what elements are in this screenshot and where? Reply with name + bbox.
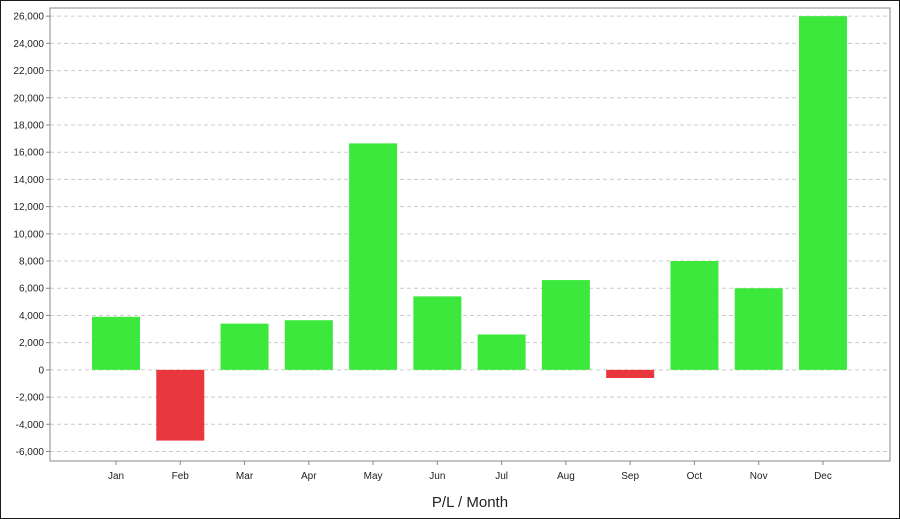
y-tick-label: 14,000 bbox=[13, 175, 44, 186]
x-tick-label: Feb bbox=[172, 471, 190, 482]
y-tick-label: 20,000 bbox=[13, 93, 44, 104]
y-axis-ticks: -6,000 -4,000 -2,000 0 2,000 4,000 6,000 8,000 1… bbox=[13, 12, 50, 458]
y-tick-label: 26,000 bbox=[13, 12, 44, 23]
y-tick-label: -6,000 bbox=[16, 447, 45, 458]
x-tick-label: Dec bbox=[814, 471, 832, 482]
x-tick-label: Jun bbox=[429, 471, 445, 482]
x-tick-label: Sep bbox=[621, 471, 639, 482]
bar-aug bbox=[541, 280, 590, 370]
bars bbox=[92, 16, 847, 441]
x-tick-label: Nov bbox=[750, 471, 768, 482]
y-tick-label: -4,000 bbox=[16, 420, 45, 431]
bar-feb bbox=[156, 369, 205, 441]
x-axis-label: P/L / Month bbox=[432, 494, 508, 511]
bar-dec bbox=[798, 16, 847, 370]
y-tick-label: 18,000 bbox=[13, 120, 44, 131]
y-tick-label: 10,000 bbox=[13, 229, 44, 240]
bar-jan bbox=[92, 316, 140, 370]
bar-apr bbox=[284, 320, 333, 370]
x-tick-label: Oct bbox=[687, 471, 703, 482]
bar-sep bbox=[606, 369, 655, 379]
bar-may bbox=[349, 143, 398, 370]
y-tick-label: -2,000 bbox=[16, 393, 45, 404]
y-tick-label: 16,000 bbox=[13, 148, 44, 159]
x-axis-ticks: Jan Feb Mar Apr May Jun Jul Aug Sep Oct Nov Dec bbox=[108, 461, 832, 482]
bar-jun bbox=[413, 296, 462, 370]
x-tick-label: May bbox=[364, 471, 383, 482]
x-tick-label: Jul bbox=[495, 471, 508, 482]
bar-nov bbox=[734, 288, 783, 370]
y-tick-label: 0 bbox=[38, 365, 44, 376]
y-tick-label: 24,000 bbox=[13, 39, 44, 50]
x-tick-label: Aug bbox=[557, 471, 575, 482]
y-tick-label: 8,000 bbox=[19, 257, 44, 268]
x-tick-label: Jan bbox=[108, 471, 124, 482]
y-tick-label: 6,000 bbox=[19, 284, 44, 295]
x-tick-label: Apr bbox=[301, 471, 317, 482]
y-tick-label: 22,000 bbox=[13, 66, 44, 77]
y-tick-label: 4,000 bbox=[19, 311, 44, 322]
x-tick-label: Mar bbox=[236, 471, 254, 482]
y-tick-label: 2,000 bbox=[19, 338, 44, 349]
bar-mar bbox=[220, 323, 269, 370]
bar-jul bbox=[477, 334, 526, 370]
bar-oct bbox=[670, 261, 719, 370]
plot-area bbox=[49, 7, 891, 462]
y-tick-label: 12,000 bbox=[13, 202, 44, 213]
